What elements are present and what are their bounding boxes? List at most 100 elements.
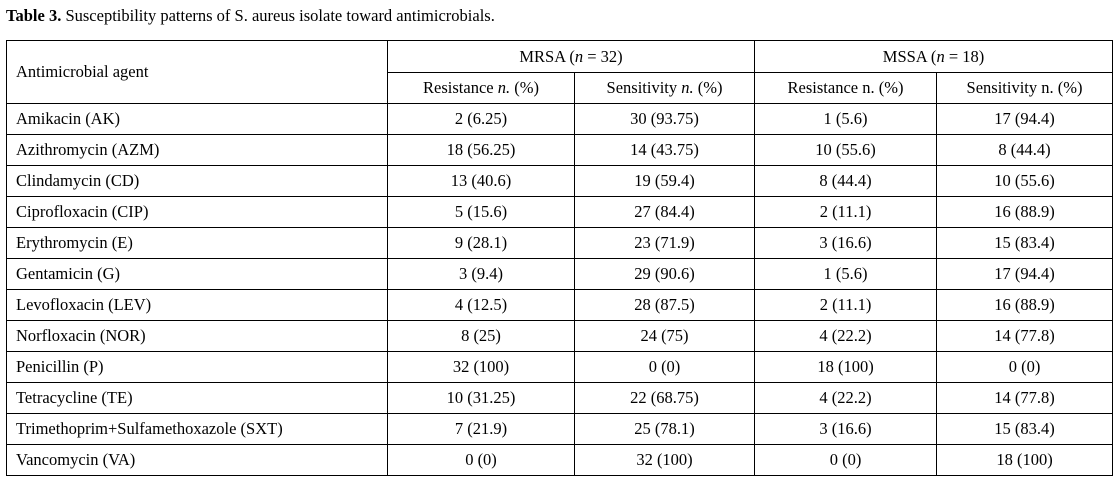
agent-cell: Ciprofloxacin (CIP) (6, 196, 388, 228)
mssa-resistance-cell: 8 (44.4) (754, 165, 938, 197)
mssa-sensitivity-cell: 0 (0) (936, 351, 1114, 383)
header-mrsa-sensitivity: Sensitivity n. (%) (573, 72, 756, 104)
mrsa-sensitivity-cell: 0 (0) (573, 351, 756, 383)
mrsa-resistance-cell: 2 (6.25) (387, 103, 575, 135)
mssa-sensitivity-cell: 17 (94.4) (936, 258, 1114, 290)
mssa-resistance-cell: 2 (11.1) (754, 289, 938, 321)
mssa-sensitivity-cell: 8 (44.4) (936, 134, 1114, 166)
header-row-groups: Antimicrobial agent MRSA (n = 32) MSSA (… (6, 40, 1114, 104)
header-mrsa-resistance: Resistance n. (%) (387, 72, 575, 104)
caption-text: Susceptibility patterns of S. aureus iso… (61, 6, 495, 25)
mssa-sensitivity-cell: 14 (77.8) (936, 382, 1114, 414)
agent-cell: Tetracycline (TE) (6, 382, 388, 414)
table-header: Antimicrobial agent MRSA (n = 32) MSSA (… (6, 40, 1114, 104)
mrsa-sensitivity-cell: 22 (68.75) (573, 382, 756, 414)
header-mssa-sensitivity: Sensitivity n. (%) (936, 72, 1114, 104)
caption-label: Table 3. (6, 6, 62, 25)
mrsa-sensitivity-post: (%) (693, 78, 723, 97)
agent-cell: Erythromycin (E) (6, 227, 388, 259)
mrsa-n-symbol: n (574, 46, 584, 66)
header-mrsa-group: MRSA (n = 32) (386, 40, 756, 73)
mrsa-sensitivity-cell: 14 (43.75) (573, 134, 756, 166)
mssa-resistance-cell: 3 (16.6) (754, 227, 938, 259)
agent-cell: Levofloxacin (LEV) (6, 289, 388, 321)
mssa-resistance-cell: 1 (5.6) (754, 103, 938, 135)
mrsa-resistance-cell: 32 (100) (387, 351, 575, 383)
mrsa-resistance-cell: 9 (28.1) (387, 227, 575, 259)
table-row: Levofloxacin (LEV) 4 (12.5) 28 (87.5) 2 … (6, 289, 1114, 321)
table-row: Azithromycin (AZM) 18 (56.25) 14 (43.75)… (6, 134, 1114, 166)
mrsa-n-value: = 32) (583, 46, 623, 66)
mrsa-sensitivity-cell: 19 (59.4) (573, 165, 756, 197)
mrsa-resistance-cell: 7 (21.9) (387, 413, 575, 445)
mrsa-sensitivity-pre: Sensitivity (606, 78, 682, 97)
table-row: Vancomycin (VA) 0 (0) 32 (100) 0 (0) 18 … (6, 444, 1114, 476)
mssa-sensitivity-cell: 10 (55.6) (936, 165, 1114, 197)
agent-cell: Gentamicin (G) (6, 258, 388, 290)
table-row: Clindamycin (CD) 13 (40.6) 19 (59.4) 8 (… (6, 165, 1114, 197)
mssa-sensitivity-cell: 16 (88.9) (936, 196, 1114, 228)
agent-cell: Vancomycin (VA) (6, 444, 388, 476)
agent-cell: Trimethoprim+Sulfamethoxazole (SXT) (6, 413, 388, 445)
mrsa-resistance-pre: Resistance (423, 78, 498, 97)
mssa-resistance-cell: 1 (5.6) (754, 258, 938, 290)
mrsa-sensitivity-cell: 32 (100) (573, 444, 756, 476)
agent-cell: Clindamycin (CD) (6, 165, 388, 197)
mssa-sensitivity-cell: 16 (88.9) (936, 289, 1114, 321)
agent-cell: Amikacin (AK) (6, 103, 388, 135)
table-row: Norfloxacin (NOR) 8 (25) 24 (75) 4 (22.2… (6, 320, 1114, 352)
mrsa-sensitivity-cell: 23 (71.9) (573, 227, 756, 259)
mssa-resistance-cell: 4 (22.2) (754, 320, 938, 352)
table-row: Ciprofloxacin (CIP) 5 (15.6) 27 (84.4) 2… (6, 196, 1114, 228)
mssa-resistance-cell: 3 (16.6) (754, 413, 938, 445)
mssa-sensitivity-cell: 18 (100) (936, 444, 1114, 476)
mrsa-resistance-cell: 3 (9.4) (387, 258, 575, 290)
mrsa-name: MRSA ( (519, 46, 575, 66)
mssa-n-symbol: n (936, 46, 945, 66)
table-body: Amikacin (AK) 2 (6.25) 30 (93.75) 1 (5.6… (6, 103, 1114, 476)
mssa-resistance-cell: 10 (55.6) (754, 134, 938, 166)
mrsa-resistance-cell: 4 (12.5) (387, 289, 575, 321)
mrsa-resistance-cell: 0 (0) (387, 444, 575, 476)
mrsa-sensitivity-cell: 30 (93.75) (573, 103, 756, 135)
mssa-sensitivity-cell: 14 (77.8) (936, 320, 1114, 352)
mssa-sensitivity-cell: 15 (83.4) (936, 413, 1114, 445)
mssa-resistance-cell: 0 (0) (754, 444, 938, 476)
mrsa-sensitivity-cell: 27 (84.4) (573, 196, 756, 228)
agent-cell: Norfloxacin (NOR) (6, 320, 388, 352)
mrsa-resistance-cell: 8 (25) (387, 320, 575, 352)
table-row: Erythromycin (E) 9 (28.1) 23 (71.9) 3 (1… (6, 227, 1114, 259)
mssa-name: MSSA ( (882, 46, 937, 66)
mrsa-resistance-cell: 5 (15.6) (387, 196, 575, 228)
agent-cell: Penicillin (P) (6, 351, 388, 383)
susceptibility-table: Antimicrobial agent MRSA (n = 32) MSSA (… (6, 40, 1114, 476)
table-row: Gentamicin (G) 3 (9.4) 29 (90.6) 1 (5.6)… (6, 258, 1114, 290)
mssa-resistance-cell: 2 (11.1) (754, 196, 938, 228)
mrsa-sensitivity-cell: 24 (75) (573, 320, 756, 352)
mrsa-resistance-n: n. (497, 78, 511, 97)
table-caption: Table 3. Susceptibility patterns of S. a… (6, 5, 495, 27)
mrsa-sensitivity-n: n. (681, 78, 694, 97)
mssa-n-value: = 18) (944, 46, 985, 66)
agent-cell: Azithromycin (AZM) (6, 134, 388, 166)
mssa-sensitivity-cell: 17 (94.4) (936, 103, 1114, 135)
mrsa-resistance-cell: 18 (56.25) (387, 134, 575, 166)
mrsa-resistance-cell: 13 (40.6) (387, 165, 575, 197)
header-mssa-group: MSSA (n = 18) (754, 40, 1114, 73)
mrsa-resistance-post: (%) (510, 78, 539, 97)
table-row: Amikacin (AK) 2 (6.25) 30 (93.75) 1 (5.6… (6, 103, 1114, 135)
table-row: Penicillin (P) 32 (100) 0 (0) 18 (100) 0… (6, 351, 1114, 383)
mssa-resistance-cell: 18 (100) (754, 351, 938, 383)
mrsa-sensitivity-cell: 25 (78.1) (573, 413, 756, 445)
table-row: Trimethoprim+Sulfamethoxazole (SXT) 7 (2… (6, 413, 1114, 445)
mssa-sensitivity-cell: 15 (83.4) (936, 227, 1114, 259)
header-antimicrobial-agent: Antimicrobial agent (6, 40, 388, 104)
mrsa-sensitivity-cell: 29 (90.6) (573, 258, 756, 290)
header-mssa-resistance: Resistance n. (%) (754, 72, 938, 104)
mssa-resistance-cell: 4 (22.2) (754, 382, 938, 414)
header-row-subcolumns: Resistance n. (%) Sensitivity n. (%) Res… (7, 72, 1114, 104)
table-row: Tetracycline (TE) 10 (31.25) 22 (68.75) … (6, 382, 1114, 414)
mrsa-sensitivity-cell: 28 (87.5) (573, 289, 756, 321)
mrsa-resistance-cell: 10 (31.25) (387, 382, 575, 414)
